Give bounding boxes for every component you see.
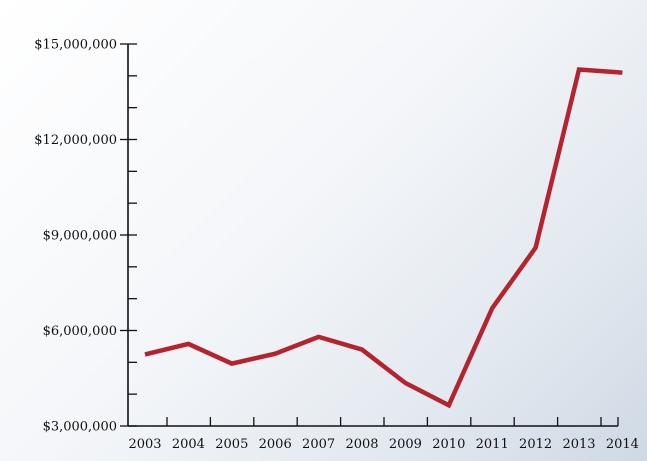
axes [127,44,618,427]
y-tick-label: $15,000,000 [34,38,117,53]
y-axis-ticks: $3,000,000 $6,000,000 $9,000,000 $12,000,00… [34,38,137,435]
x-tick-label: 2014 [606,437,639,452]
x-tick-label: 2004 [172,437,205,452]
x-tick-label: 2010 [432,437,465,452]
x-tick-label: 2008 [345,437,378,452]
y-tick-label: $9,000,000 [43,229,117,244]
x-tick-label: 2007 [302,437,335,452]
y-tick-label: $12,000,000 [34,133,117,148]
x-tick-label: 2009 [389,437,422,452]
series-line [144,67,623,409]
x-tick-label: 2011 [476,437,509,452]
x-tick-label: 2003 [128,437,161,452]
y-tick-label: $6,000,000 [43,324,117,339]
x-tick-label: 2006 [259,437,292,452]
x-tick-label: 2005 [215,437,248,452]
y-tick-label: $3,000,000 [43,420,117,435]
x-axis-ticks: 2003 2004 2005 2006 2007 2008 2009 2010 2011 2012… [128,417,639,452]
x-tick-label: 2012 [519,437,552,452]
x-tick-label: 2013 [562,437,595,452]
series-group [144,67,623,409]
